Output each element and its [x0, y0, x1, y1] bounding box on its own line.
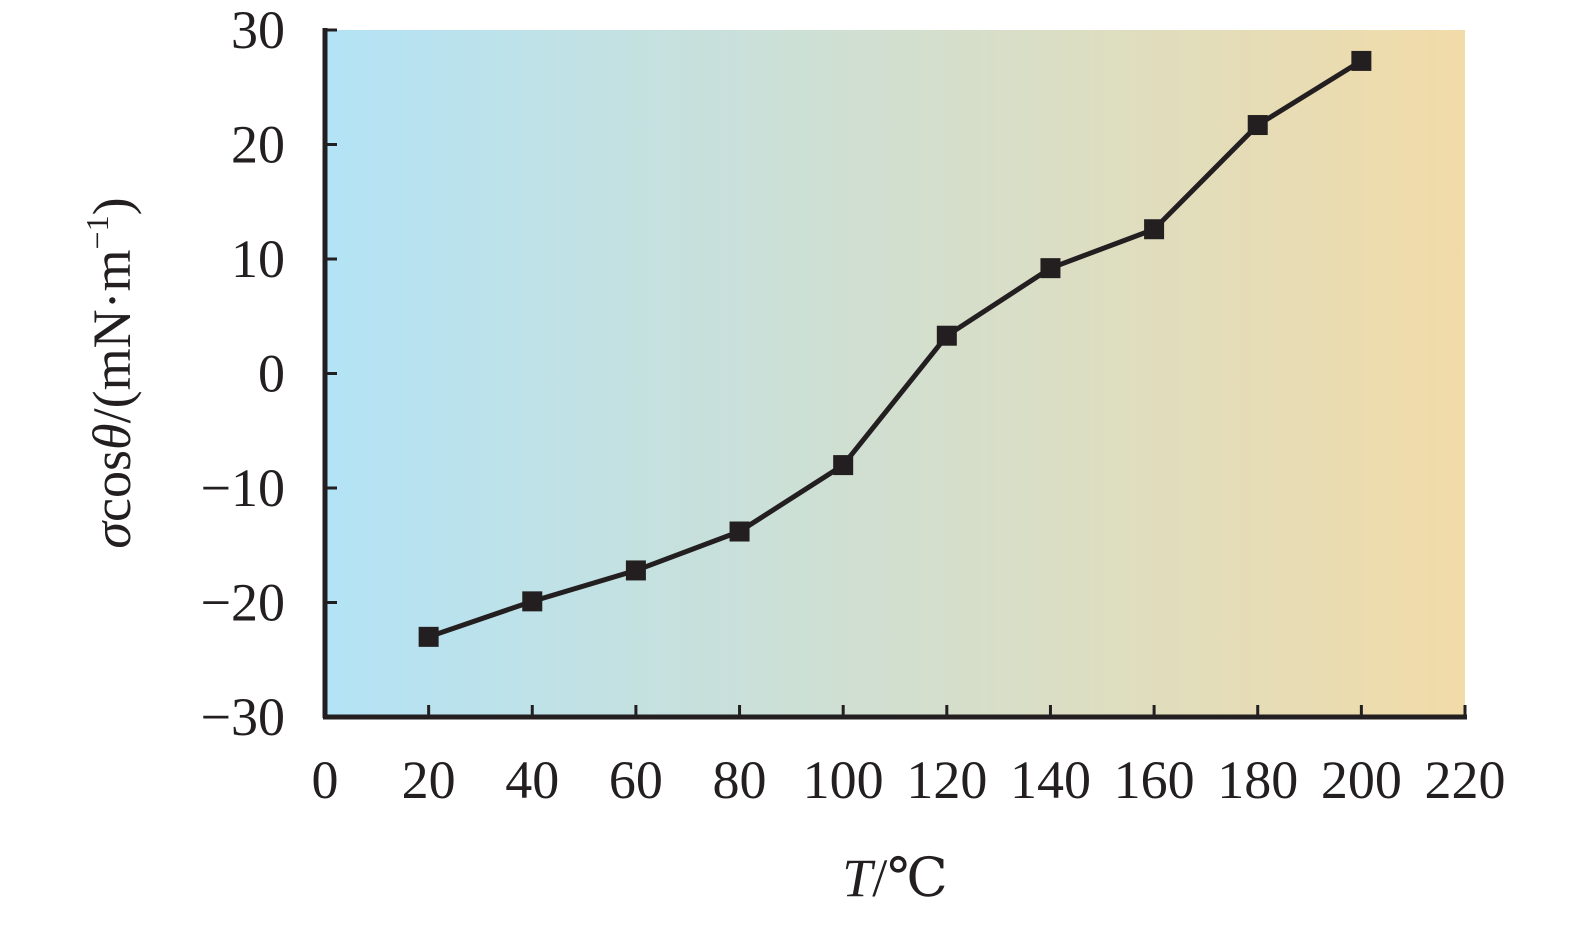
x-tick-label: 40	[505, 750, 559, 810]
y-tick-label: 30	[231, 0, 285, 60]
x-tick-label: 200	[1321, 750, 1402, 810]
series-line	[427, 58, 1363, 640]
x-tick-label: 0	[312, 750, 339, 810]
data-point-marker	[522, 591, 543, 612]
data-point-marker	[1247, 115, 1268, 136]
y-axis-label-superscript: −1	[79, 215, 115, 249]
data-point-marker	[1351, 50, 1372, 71]
x-axis-label-unit: ℃	[887, 848, 947, 908]
data-point-marker	[418, 626, 439, 647]
data-point-marker	[1144, 219, 1165, 240]
x-tick-label: 120	[906, 750, 987, 810]
x-axis-label-variable: T	[842, 848, 876, 908]
x-tick-label: 140	[1010, 750, 1091, 810]
plot-background	[325, 30, 1465, 717]
x-tick-label: 80	[713, 750, 767, 810]
data-point-marker	[1040, 258, 1061, 279]
x-tick-label: 160	[1114, 750, 1195, 810]
data-point-marker	[625, 560, 646, 581]
y-axis-label-close: )	[82, 197, 142, 215]
y-axis-label-cos: cos	[82, 450, 142, 522]
y-tick-label: −30	[201, 687, 285, 747]
x-tick-label: 60	[609, 750, 663, 810]
data-point-marker	[936, 325, 957, 346]
x-tick-label: 100	[803, 750, 884, 810]
y-axis-label-theta: θ	[82, 423, 142, 450]
y-axis-label-unit: /(mN·m	[82, 249, 142, 423]
y-tick-label: −20	[201, 573, 285, 633]
data-point-marker	[729, 521, 750, 542]
y-tick-label: −10	[201, 458, 285, 518]
y-tick-label: 20	[231, 115, 285, 175]
x-axis-label: T/℃	[842, 848, 947, 908]
y-axis-label-sigma: σ	[82, 520, 142, 549]
y-tick-label: 10	[231, 229, 285, 289]
series-layer	[418, 50, 1372, 647]
x-tick-label: 180	[1217, 750, 1298, 810]
x-axis-label-separator: /	[872, 848, 887, 908]
x-tick-label: 20	[402, 750, 456, 810]
y-axis-ticks: 30 20 10 0 −10 −20 −30	[201, 0, 337, 747]
x-axis-ticks: 0 20 40 60 80 100 120 140 160 180 200 220	[312, 705, 1506, 810]
y-tick-label: 0	[258, 344, 285, 404]
x-tick-label: 220	[1425, 750, 1506, 810]
data-point-marker	[833, 455, 854, 476]
y-axis-label: σcosθ/(mN·m−1)	[79, 197, 142, 548]
